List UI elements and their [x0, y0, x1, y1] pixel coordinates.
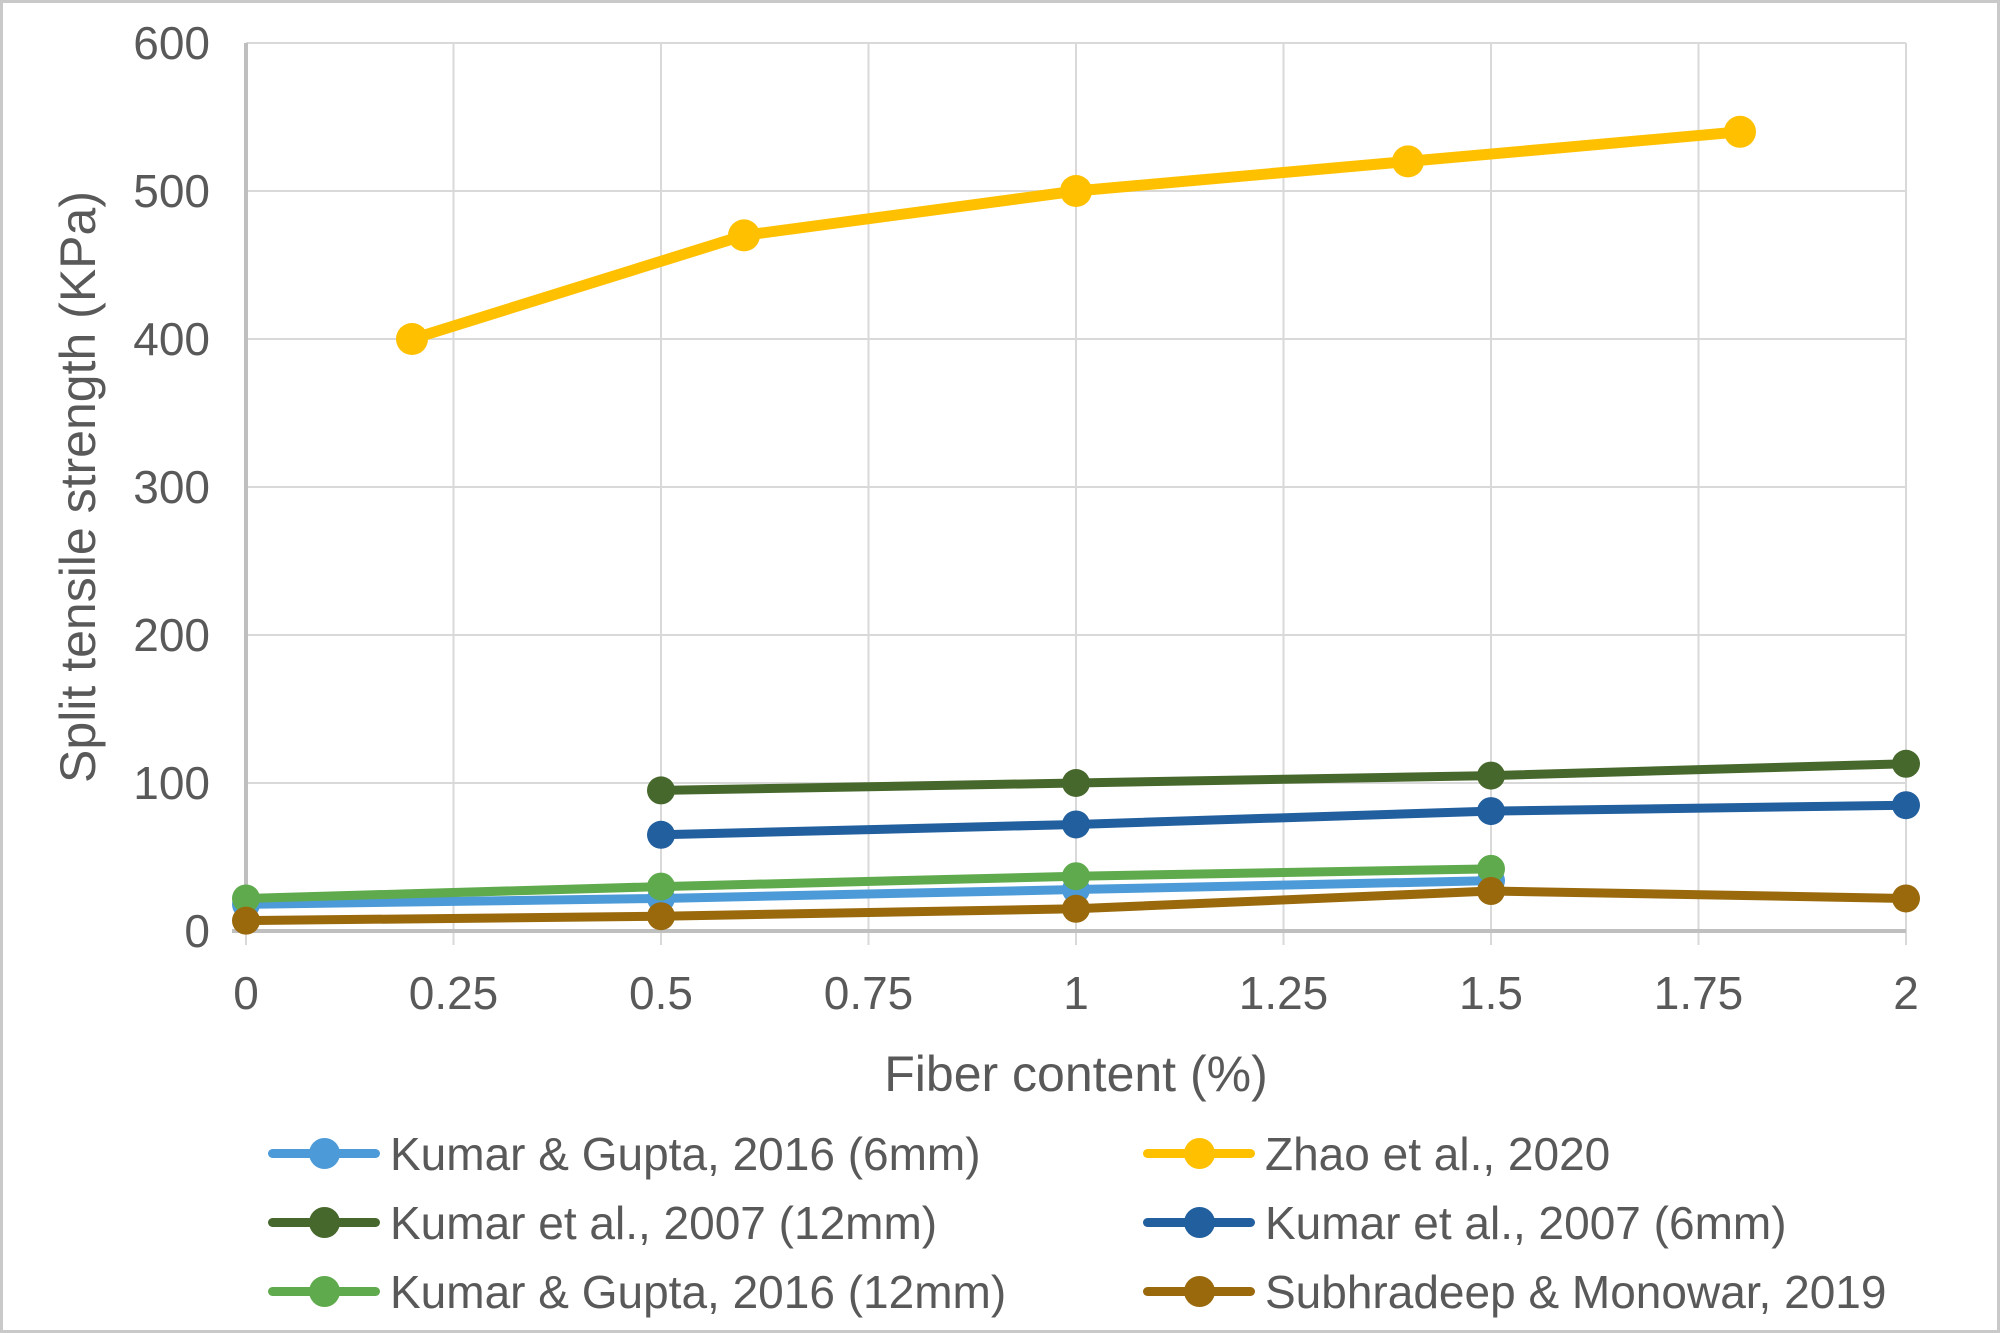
- series-marker: [1724, 115, 1756, 148]
- legend-item: Kumar et al., 2007 (6mm): [1143, 1188, 1886, 1257]
- x-tick-label: 0.25: [409, 967, 499, 1019]
- series-marker: [1062, 769, 1090, 797]
- series-marker: [1392, 145, 1424, 178]
- y-tick-label: 100: [133, 757, 210, 809]
- series-marker: [647, 820, 675, 849]
- series-marker: [728, 219, 760, 252]
- series-line: [241, 876, 1496, 909]
- x-tick-label: 1.25: [1239, 967, 1329, 1019]
- legend-label: Zhao et al., 2020: [1265, 1127, 1611, 1180]
- y-tick-label: 600: [133, 17, 210, 69]
- legend-marker-icon: [268, 1138, 380, 1170]
- series-marker: [1062, 810, 1090, 839]
- legend-label: Kumar & Gupta, 2016 (12mm): [390, 1265, 1007, 1318]
- legend-label: Kumar & Gupta, 2016 (6mm): [390, 1127, 981, 1180]
- legend-label: Kumar et al., 2007 (12mm): [390, 1196, 938, 1249]
- series-marker: [232, 884, 260, 913]
- legend-marker-icon: [1143, 1207, 1255, 1239]
- series-marker: [647, 872, 675, 901]
- series-marker: [1892, 884, 1920, 913]
- legend-column-left: Kumar & Gupta, 2016 (6mm) Kumar et al., …: [268, 1119, 1006, 1326]
- series-marker: [396, 323, 428, 355]
- series-line: [656, 800, 1911, 840]
- legend-marker-icon: [1143, 1276, 1255, 1308]
- legend-marker-icon: [268, 1276, 380, 1308]
- x-tick-label: 0.5: [629, 967, 693, 1019]
- x-tick-label: 1: [1063, 967, 1089, 1019]
- legend-item: Kumar & Gupta, 2016 (6mm): [268, 1119, 1006, 1188]
- series-marker: [232, 906, 260, 935]
- legend-label: Kumar et al., 2007 (6mm): [1265, 1196, 1787, 1249]
- legend-marker-icon: [268, 1207, 380, 1239]
- series-marker: [1477, 761, 1505, 790]
- y-tick-label: 500: [133, 165, 210, 217]
- y-tick-label: 400: [133, 313, 210, 365]
- series-marker: [1060, 175, 1092, 207]
- legend-column-right: Zhao et al., 2020 Kumar et al., 2007 (6m…: [1143, 1119, 1886, 1326]
- series-marker: [1892, 791, 1920, 820]
- series-marker: [647, 902, 675, 931]
- series-line: [241, 864, 1496, 903]
- series-marker: [1477, 854, 1505, 883]
- legend-label: Subhradeep & Monowar, 2019: [1265, 1265, 1887, 1318]
- series-line: [656, 759, 1911, 795]
- y-tick-label: 200: [133, 609, 210, 661]
- y-axis-title: Split tensile strength (KPa): [50, 191, 106, 783]
- x-tick-label: 1.75: [1654, 967, 1744, 1019]
- y-tick-label: 300: [133, 461, 210, 513]
- series-marker: [1477, 797, 1505, 826]
- series-marker: [647, 776, 675, 805]
- legend-item: Zhao et al., 2020: [1143, 1119, 1886, 1188]
- series-marker: [1477, 877, 1505, 906]
- x-tick-label: 0.75: [824, 967, 914, 1019]
- y-tick-label: 0: [184, 905, 210, 957]
- legend-item: Kumar et al., 2007 (12mm): [268, 1188, 1006, 1257]
- x-tick-label: 0: [233, 967, 259, 1019]
- series-marker: [1062, 862, 1090, 891]
- x-axis-title: Fiber content (%): [884, 1046, 1267, 1102]
- series-marker: [1062, 894, 1090, 923]
- x-tick-label: 1.5: [1459, 967, 1523, 1019]
- legend-item: Kumar & Gupta, 2016 (12mm): [268, 1257, 1006, 1326]
- legend-item: Subhradeep & Monowar, 2019: [1143, 1257, 1886, 1326]
- line-chart-plot: 0 100 200 300 400 500 600 0 0.25 0.5 0.75 1 1.25 1.5 1…: [50, 17, 1920, 1102]
- legend-marker-icon: [1143, 1138, 1255, 1170]
- x-tick-label: 2: [1893, 967, 1919, 1019]
- series-marker: [1892, 749, 1920, 778]
